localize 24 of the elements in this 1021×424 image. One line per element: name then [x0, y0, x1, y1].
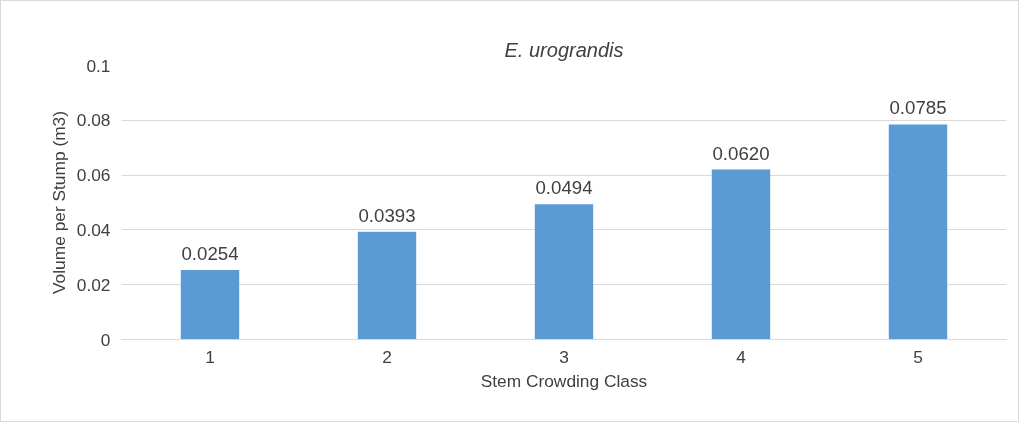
chart-title: E. urograndis	[504, 38, 624, 61]
data-label: 0.0620	[712, 142, 770, 164]
x-tick-label: 3	[559, 346, 569, 367]
y-tick-label: 0	[100, 329, 111, 350]
y-tick-label: 0.08	[76, 110, 111, 131]
data-label: 0.0785	[889, 97, 947, 119]
bar	[711, 169, 771, 340]
bar	[357, 231, 417, 340]
data-label: 0.0393	[358, 204, 416, 226]
data-label: 0.0254	[181, 242, 239, 264]
x-tick-label: 5	[913, 346, 923, 367]
x-axis-title: Stem Crowding Class	[480, 370, 648, 391]
x-tick-label: 2	[382, 346, 392, 367]
y-tick-label: 0.06	[76, 165, 111, 186]
bar	[888, 124, 948, 340]
y-axis-title: Volume per Stump (m3)	[48, 111, 69, 294]
y-tick-label: 0.1	[86, 55, 111, 76]
bar	[534, 204, 594, 340]
bar	[180, 269, 240, 340]
data-label: 0.0494	[535, 177, 593, 199]
x-tick-label: 4	[736, 346, 747, 367]
y-tick-label: 0.02	[76, 274, 111, 295]
x-tick-label: 1	[205, 346, 215, 367]
y-tick-label: 0.04	[76, 219, 111, 240]
